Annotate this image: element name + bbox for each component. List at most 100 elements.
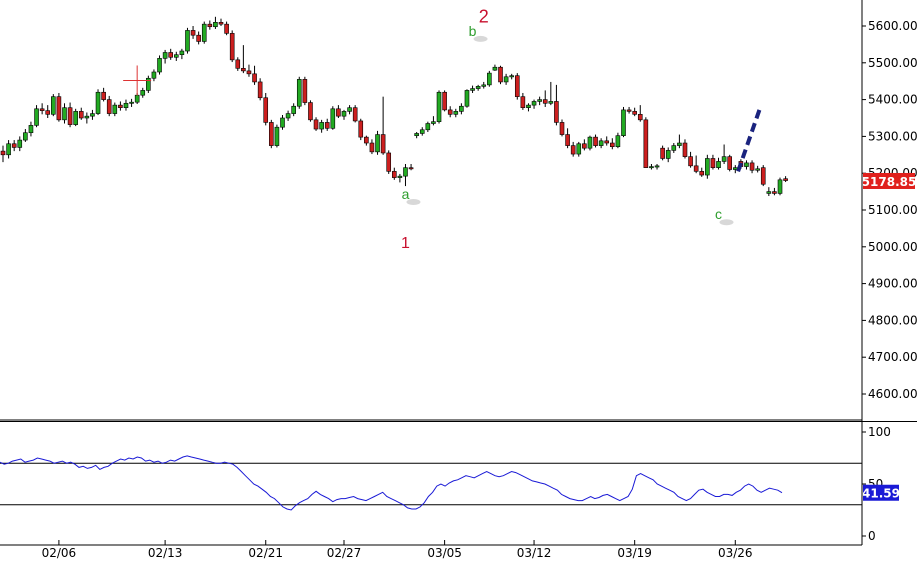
candle: [582, 139, 587, 151]
wave-label: b: [469, 23, 477, 39]
candle: [313, 117, 319, 131]
candle: [414, 131, 419, 139]
candle: [196, 31, 201, 45]
candle: [123, 99, 129, 111]
candle: [263, 92, 269, 126]
candle-body-up: [453, 111, 459, 115]
price-tick-label: 4900.00: [868, 277, 917, 291]
candle: [660, 145, 665, 161]
last-osc-tag: 41.59: [862, 484, 900, 501]
candle-body-down: [498, 66, 503, 83]
candle-body-down: [610, 142, 615, 148]
candle: [285, 110, 291, 121]
candle-body-up: [123, 102, 129, 108]
candle-body-down: [637, 114, 643, 121]
candle-body-down: [542, 99, 548, 104]
candle: [62, 103, 67, 124]
candle: [693, 155, 699, 174]
candle: [308, 100, 313, 122]
candle-body-down: [408, 167, 414, 170]
candle: [408, 164, 414, 171]
candle: [604, 136, 610, 146]
candle: [224, 21, 229, 36]
candle-body-down: [190, 30, 196, 36]
candle-body-up: [274, 126, 280, 146]
candle-body-down: [442, 91, 447, 111]
candle: [45, 105, 51, 118]
candle-body-up: [509, 75, 514, 78]
price-panel: [0, 0, 861, 420]
candle: [464, 89, 470, 108]
candle-body-up: [34, 108, 39, 126]
wave-annotations: 1 2 a b c: [401, 6, 734, 252]
candle: [705, 154, 710, 179]
candle: [162, 49, 168, 64]
candle: [487, 70, 492, 87]
candle-body-up: [744, 162, 749, 167]
candle: [749, 160, 755, 174]
candle: [319, 119, 324, 133]
candle: [772, 187, 777, 196]
date-axis-ticks: 02/06 02/13 02/21 02/27 03/05 03/12 03/19 03/26: [42, 540, 753, 560]
candle: [447, 106, 453, 118]
candle: [615, 132, 621, 149]
candle-body-down: [660, 147, 665, 159]
candle: [213, 16, 218, 29]
candle: [481, 81, 487, 89]
candle-body-down: [749, 162, 755, 171]
candle: [67, 102, 73, 128]
price-tick-label: 5500.00: [868, 56, 917, 70]
candle: [503, 73, 509, 85]
candle: [526, 103, 531, 112]
candle-body-down: [308, 102, 313, 121]
date-tick-label: 03/05: [427, 546, 462, 560]
candle: [324, 118, 330, 131]
candle-body-up: [213, 22, 218, 28]
candle-body-down: [447, 109, 453, 115]
candle-body-up: [721, 156, 727, 162]
candle-body-down: [783, 178, 788, 181]
candle-body-down: [168, 52, 173, 58]
candle: [56, 92, 62, 122]
candle: [677, 134, 682, 149]
candle: [39, 103, 45, 115]
candle: [207, 20, 213, 30]
candle: [587, 135, 593, 151]
price-tick-label: 5300.00: [868, 129, 917, 143]
candle-body-up: [654, 165, 660, 168]
price-tick-label: 4800.00: [868, 313, 917, 327]
candle: [185, 27, 190, 54]
candle: [369, 139, 375, 155]
candle-body-up: [17, 139, 23, 148]
candle-body-up: [464, 90, 470, 107]
candle: [459, 103, 464, 115]
candle: [593, 134, 598, 148]
candle: [699, 167, 705, 177]
oscillator-panel: [0, 421, 861, 545]
candle-body-down: [246, 70, 252, 75]
last-osc-tag-bg: [863, 484, 899, 501]
candle-body-down: [582, 143, 587, 149]
candle-body-up: [537, 99, 542, 102]
candle: [51, 94, 56, 117]
candle: [386, 150, 392, 174]
candle-body-up: [677, 142, 682, 146]
candle: [610, 138, 615, 150]
candle: [520, 92, 526, 110]
candle: [241, 45, 246, 74]
candle-body-down: [386, 152, 392, 172]
candle-body-up: [526, 104, 531, 108]
candle-body-down: [520, 96, 526, 108]
candle-body-down: [263, 97, 269, 123]
candle-body-down: [336, 108, 341, 117]
candle: [179, 48, 185, 60]
candle: [190, 26, 196, 39]
candle: [257, 78, 263, 101]
last-price-value: 5178.85: [862, 175, 917, 189]
candle-body-up: [51, 96, 56, 115]
candle: [336, 105, 341, 118]
candle: [716, 157, 721, 170]
candle: [766, 187, 772, 197]
candle-body-up: [6, 143, 11, 156]
